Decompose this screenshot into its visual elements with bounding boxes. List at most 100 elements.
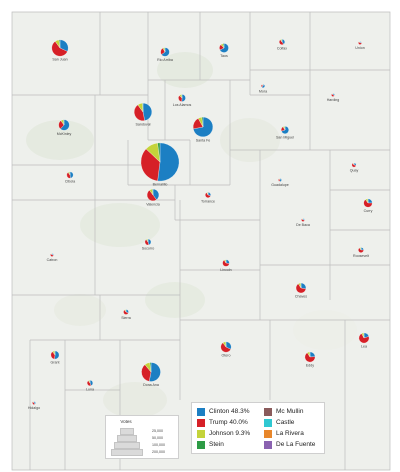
county-label: Harding [327,98,340,102]
county-pie: Eddy [304,351,316,368]
legend-item-de-la-fuente: De La Fuente [264,439,315,450]
county-pie: Chaves [295,282,307,298]
county-label: Grant [51,361,60,365]
county-label: Otero [222,354,231,358]
county-label: Chaves [295,294,307,298]
legend-swatch [197,440,205,449]
pie-slice [54,350,56,356]
county-pie: Sierra [121,309,131,320]
legend-item-la-rivera: La Rivera [264,428,304,439]
county-label: Cibola [65,180,75,184]
county-pie: Santa Fe [192,116,214,142]
county-pie: Bernalillo [140,142,180,187]
legend-item-clinton: Clinton 48.3% [197,406,249,417]
legend-item-mc-mullin: Mc Mullin [264,406,303,417]
votes-size-key: Votes 25,000 50,000 100,000 200,000 [105,415,179,459]
county-label: Catron [47,258,58,262]
pie-slice [142,103,152,121]
county-pie: Curry [363,198,373,213]
county-label: Lincoln [220,268,231,272]
county-label: Santa Fe [196,138,211,142]
county-label: Socorro [142,247,155,251]
county-pie: Hidalgo [28,401,40,410]
county-label: San Miguel [276,135,294,139]
pie-slice [219,43,229,53]
pie-slice [304,352,316,363]
pie-slice [363,199,373,208]
county-pie: Sandoval [134,103,152,126]
pie-slice [220,342,231,353]
legend-label: Stein [209,441,224,448]
legend-label: De La Fuente [276,441,316,448]
county-pie: Taos [219,43,229,58]
county-pie: McKinley [57,119,72,136]
size-key-row: 200,000 [106,449,178,456]
legend-swatch [264,440,272,449]
county-label: Roosevelt [353,254,369,258]
county-label: Valencia [146,202,160,206]
county-pie: Harding [327,93,340,102]
county-pie: Mora [259,84,267,93]
pie-slice [60,119,70,131]
pie-slice [134,104,145,121]
size-key-value: 25,000 [152,429,163,433]
size-key-value: 100,000 [152,443,165,447]
legend-swatch [264,418,272,427]
county-pie: Colfax [277,39,287,50]
pie-slice [63,119,65,126]
size-key-title: Votes [120,419,132,424]
county-label: Rio Arriba [157,58,173,62]
pie-slice [157,142,161,163]
county-pie: San Juan [51,39,69,62]
county-pie: Cibola [65,171,75,184]
county-label: Curry [364,209,373,213]
pie-slice [51,41,68,57]
county-label: Sierra [121,316,131,320]
legend-swatch [264,407,272,416]
size-key-value: 200,000 [152,450,165,454]
county-pie: Socorro [142,238,155,251]
county-label: De Baca [296,223,310,227]
county-pie: Guadalupe [271,178,289,187]
pie-slice [149,362,161,382]
size-key-value: 50,000 [152,436,163,440]
county-pie: Lincoln [220,259,232,272]
legend-swatch [197,418,205,427]
legend-swatch [197,429,205,438]
legend-label: Castle [276,419,295,426]
county-label: Quay [350,169,359,173]
county-pie: Luna [86,380,94,391]
pie-slice [222,259,230,267]
pie-slice [152,188,154,196]
legend-item-castle: Castle [264,417,294,428]
pie-slice [146,189,157,202]
pie-slice [295,283,307,294]
county-pie: Grant [51,350,60,365]
county-label: Bernalillo [153,183,168,187]
county-pie: Catron [47,253,58,262]
county-pie: Lea [358,332,370,349]
county-label: Hidalgo [28,406,40,410]
county-pie: Torrance [201,192,215,203]
size-key-row: 50,000 [106,435,178,442]
legend-label: La Rivera [276,430,304,437]
county-label: Luna [86,387,94,391]
county-pie: Quay [350,162,359,173]
county-pie: Otero [220,341,232,358]
county-label: Guadalupe [271,183,289,187]
county-pie: San Miguel [276,126,294,139]
county-pie: Valencia [146,188,160,206]
legend-label: Johnson [209,430,234,437]
county-label: Sandoval [136,122,151,126]
size-key-row: 100,000 [106,442,178,449]
county-label: Union [355,46,364,50]
legend-percent: 48.3% [231,408,250,415]
legend-label: Trump [209,419,228,426]
county-label: Torrance [201,199,215,203]
legend-percent: 9.3% [235,430,251,437]
pie-slice [358,333,370,344]
pie-slice [142,103,144,113]
county-label: Colfax [277,46,287,50]
county-label: McKinley [57,132,72,136]
county-pie: Los Alamos [173,94,191,107]
